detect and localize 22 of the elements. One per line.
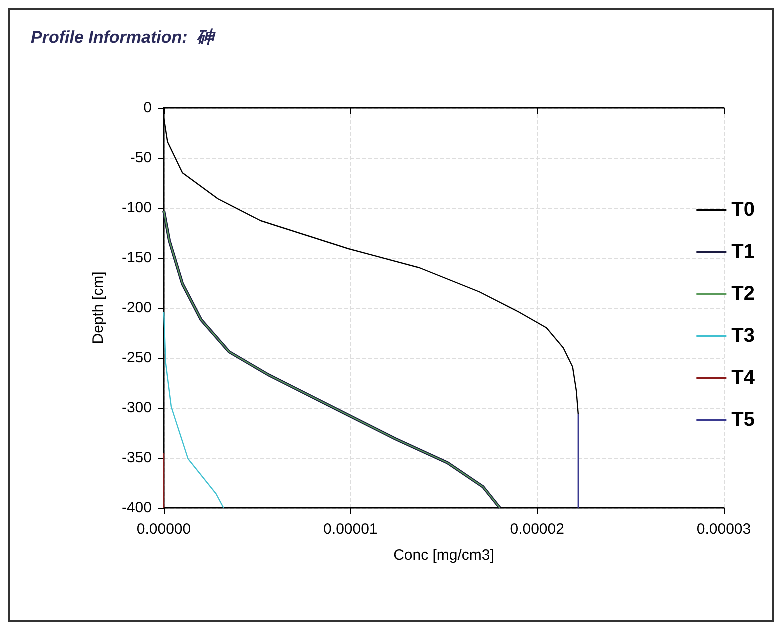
y-tick-label: 0 [144,100,152,116]
x-axis-title: Conc [mg/cm3] [394,547,494,564]
y-tick-label: -100 [122,200,152,216]
y-axis-title: Depth [cm] [90,272,107,344]
x-tick-label: 0.00002 [510,521,564,538]
y-tick-label: -350 [122,450,152,466]
legend-label: T1 [732,241,756,263]
y-tick-label: -250 [122,350,152,366]
chart-title: Profile Information: 砷 [31,28,216,47]
y-tick-label: -300 [122,400,152,416]
y-tick-label: -150 [122,250,152,266]
legend-label: T2 [732,283,756,305]
legend-label: T0 [732,199,756,221]
y-tick-label: -50 [130,150,152,166]
legend-label: T3 [732,325,756,347]
x-tick-label: 0.00001 [324,521,378,538]
y-tick-label: -400 [122,500,152,516]
legend-label: T5 [732,409,756,431]
x-tick-label: 0.00000 [136,521,192,538]
legend-label: T4 [732,367,756,389]
y-tick-label: -200 [122,300,152,316]
x-tick-label: 0.00003 [696,521,752,538]
